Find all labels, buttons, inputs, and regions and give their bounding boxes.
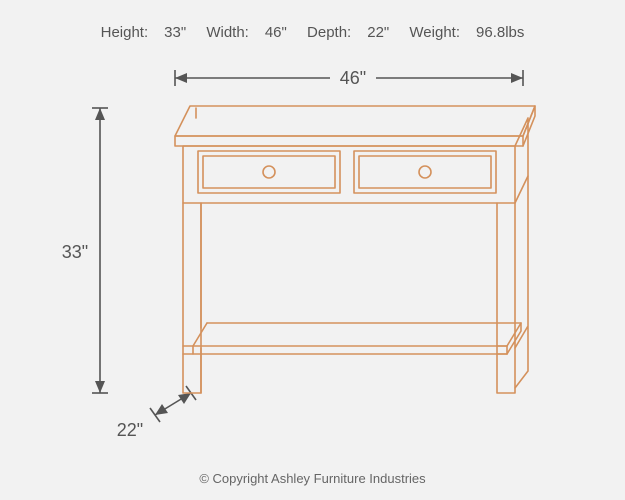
height-value: 33" — [164, 24, 186, 41]
dim-width: 46" — [175, 66, 523, 88]
dim-depth: 22" — [117, 386, 196, 440]
depth-value: 22" — [367, 24, 389, 41]
dim-height-text: 33" — [62, 242, 88, 262]
width-value: 46" — [265, 24, 287, 41]
weight-label: Weight: — [409, 24, 460, 41]
furniture-diagram: 46" 33" 22" — [0, 48, 625, 468]
weight-value: 96.8lbs — [476, 24, 524, 41]
console-table-drawing — [175, 106, 535, 393]
dim-height: 33" — [55, 108, 108, 393]
dim-width-text: 46" — [340, 68, 366, 88]
height-label: Height: — [101, 24, 149, 41]
depth-label: Depth: — [307, 24, 351, 41]
dim-depth-text: 22" — [117, 420, 143, 440]
copyright-text: © Copyright Ashley Furniture Industries — [0, 471, 625, 486]
width-label: Width: — [206, 24, 249, 41]
spec-line: Height: 33" Width: 46" Depth: 22" Weight: 96… — [0, 0, 625, 41]
